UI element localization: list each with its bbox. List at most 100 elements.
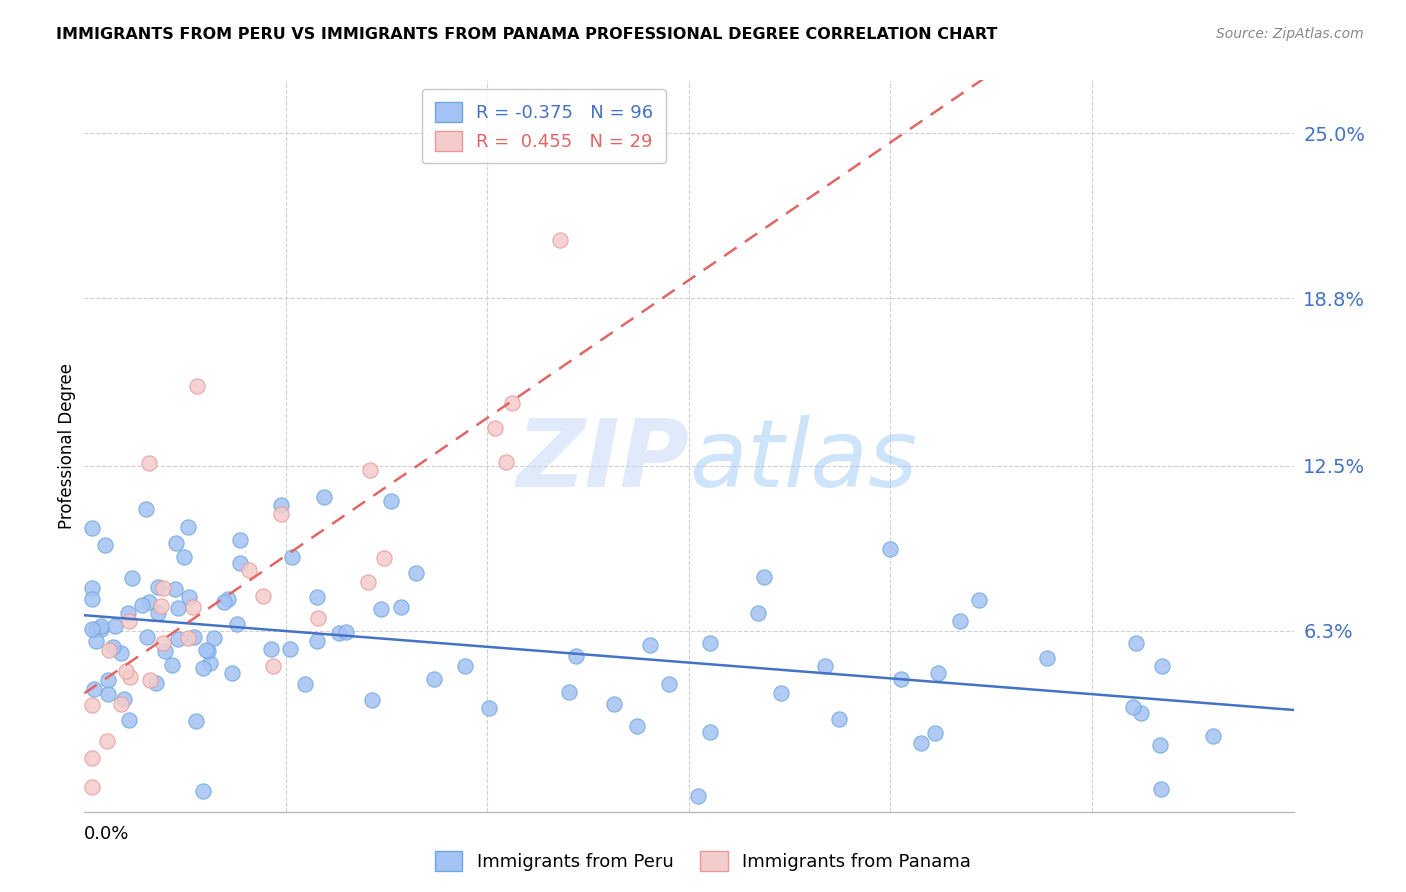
Point — [699, 725, 721, 739]
Point — [97, 687, 120, 701]
Point — [82, 698, 104, 713]
Point — [197, 644, 219, 658]
Point — [167, 600, 190, 615]
Point — [131, 598, 153, 612]
Point — [229, 556, 252, 570]
Point — [747, 606, 769, 620]
Point — [118, 614, 141, 628]
Point — [328, 626, 350, 640]
Point — [121, 571, 143, 585]
Point — [145, 676, 167, 690]
Point — [173, 550, 195, 565]
Point — [84, 634, 107, 648]
Text: atlas: atlas — [689, 415, 917, 506]
Point — [814, 659, 837, 673]
Point — [138, 456, 160, 470]
Point — [114, 664, 136, 678]
Point — [110, 697, 132, 711]
Point — [160, 658, 183, 673]
Point — [152, 582, 174, 596]
Point — [380, 493, 402, 508]
Point — [1150, 782, 1173, 797]
Point — [135, 501, 157, 516]
Point — [82, 581, 104, 595]
Point — [305, 591, 328, 605]
Point — [165, 535, 187, 549]
Point — [373, 551, 395, 566]
Point — [118, 713, 141, 727]
Point — [229, 533, 252, 548]
Point — [96, 734, 118, 748]
Point — [278, 642, 301, 657]
Text: IMMIGRANTS FROM PERU VS IMMIGRANTS FROM PANAMA PROFESSIONAL DEGREE CORRELATION C: IMMIGRANTS FROM PERU VS IMMIGRANTS FROM … — [56, 27, 998, 42]
Point — [191, 784, 214, 798]
Point — [335, 624, 357, 639]
Point — [910, 736, 932, 750]
Point — [97, 673, 120, 687]
Point — [769, 686, 792, 700]
Point — [454, 658, 477, 673]
Point — [118, 670, 141, 684]
Point — [270, 507, 292, 521]
Point — [501, 396, 523, 410]
Point — [82, 591, 104, 606]
Point — [294, 677, 316, 691]
Point — [640, 638, 662, 652]
Point — [200, 656, 222, 670]
Point — [686, 789, 709, 803]
Point — [558, 685, 581, 699]
Legend: R = -0.375   N = 96, R =  0.455   N = 29: R = -0.375 N = 96, R = 0.455 N = 29 — [422, 89, 666, 163]
Point — [184, 714, 207, 728]
Point — [163, 582, 186, 597]
Point — [262, 659, 284, 673]
Legend: Immigrants from Peru, Immigrants from Panama: Immigrants from Peru, Immigrants from Pa… — [427, 844, 979, 879]
Point — [389, 599, 412, 614]
Point — [927, 665, 949, 680]
Point — [270, 498, 292, 512]
Point — [1036, 651, 1059, 665]
Point — [149, 599, 172, 613]
Point — [212, 595, 235, 609]
Point — [357, 574, 380, 589]
Point — [370, 602, 392, 616]
Point — [405, 566, 427, 581]
Text: Source: ZipAtlas.com: Source: ZipAtlas.com — [1216, 27, 1364, 41]
Point — [478, 701, 501, 715]
Point — [484, 421, 506, 435]
Point — [217, 591, 239, 606]
Point — [101, 640, 124, 655]
Point — [167, 632, 190, 647]
Point — [104, 619, 127, 633]
Point — [828, 712, 851, 726]
Point — [890, 672, 912, 686]
Point — [82, 622, 104, 636]
Point — [117, 606, 139, 620]
Point — [94, 538, 117, 552]
Point — [183, 599, 205, 614]
Point — [1150, 658, 1173, 673]
Point — [307, 611, 329, 625]
Point — [1129, 706, 1152, 720]
Point — [1149, 738, 1171, 752]
Point — [146, 581, 169, 595]
Point — [152, 635, 174, 649]
Point — [879, 541, 901, 556]
Point — [136, 630, 159, 644]
Point — [110, 646, 132, 660]
Point — [82, 780, 104, 794]
Point — [177, 520, 200, 534]
Point — [112, 691, 135, 706]
Point — [752, 569, 775, 583]
Point — [1122, 700, 1144, 714]
Point — [193, 661, 215, 675]
Point — [548, 233, 571, 247]
Point — [238, 563, 260, 577]
Point — [281, 549, 304, 564]
Point — [176, 631, 198, 645]
Point — [84, 623, 107, 637]
Point — [97, 642, 120, 657]
Point — [924, 725, 946, 739]
Point — [949, 614, 972, 628]
Point — [153, 644, 176, 658]
Point — [186, 379, 208, 393]
